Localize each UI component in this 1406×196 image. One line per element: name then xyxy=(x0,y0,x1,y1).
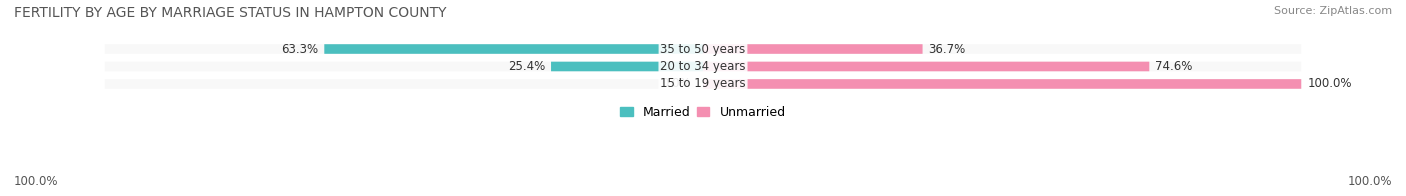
Text: 35 to 50 years: 35 to 50 years xyxy=(661,43,745,55)
Text: 20 to 34 years: 20 to 34 years xyxy=(661,60,745,73)
FancyBboxPatch shape xyxy=(551,62,703,71)
Legend: Married, Unmarried: Married, Unmarried xyxy=(620,106,786,119)
Text: Source: ZipAtlas.com: Source: ZipAtlas.com xyxy=(1274,6,1392,16)
FancyBboxPatch shape xyxy=(703,62,1149,71)
Text: 100.0%: 100.0% xyxy=(1308,77,1351,91)
Text: 0.0%: 0.0% xyxy=(661,77,690,91)
Text: 100.0%: 100.0% xyxy=(1347,175,1392,188)
Text: FERTILITY BY AGE BY MARRIAGE STATUS IN HAMPTON COUNTY: FERTILITY BY AGE BY MARRIAGE STATUS IN H… xyxy=(14,6,447,20)
FancyBboxPatch shape xyxy=(104,62,1302,71)
FancyBboxPatch shape xyxy=(703,44,922,54)
Text: 74.6%: 74.6% xyxy=(1156,60,1192,73)
FancyBboxPatch shape xyxy=(703,79,1302,89)
Text: 100.0%: 100.0% xyxy=(14,175,59,188)
Text: 25.4%: 25.4% xyxy=(508,60,546,73)
FancyBboxPatch shape xyxy=(104,44,1302,54)
FancyBboxPatch shape xyxy=(104,79,1302,89)
Text: 15 to 19 years: 15 to 19 years xyxy=(661,77,745,91)
Text: 63.3%: 63.3% xyxy=(281,43,318,55)
FancyBboxPatch shape xyxy=(325,44,703,54)
Text: 36.7%: 36.7% xyxy=(928,43,966,55)
